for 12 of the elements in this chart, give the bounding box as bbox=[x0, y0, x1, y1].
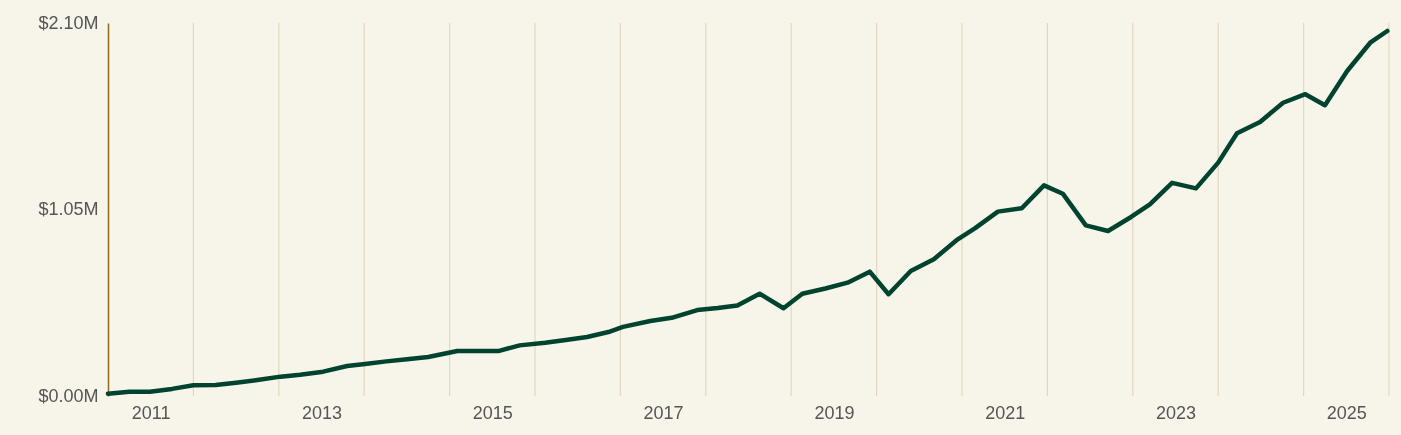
x-tick-label: 2015 bbox=[472, 402, 513, 423]
y-tick-label: $2.10M bbox=[38, 12, 99, 33]
x-tick-label: 2017 bbox=[643, 402, 684, 423]
x-tick-label: 2023 bbox=[1155, 402, 1197, 423]
x-tick-label: 2011 bbox=[131, 402, 171, 423]
x-tick-label: 2019 bbox=[814, 402, 855, 423]
x-tick-label: 2013 bbox=[301, 402, 343, 423]
x-tick-label: 2025 bbox=[1326, 402, 1367, 423]
x-tick-label: 2021 bbox=[985, 402, 1026, 423]
y-tick-label: $1.05M bbox=[38, 199, 99, 219]
line-series bbox=[105, 28, 1390, 396]
y-tick-label: $0.00M bbox=[38, 385, 99, 406]
